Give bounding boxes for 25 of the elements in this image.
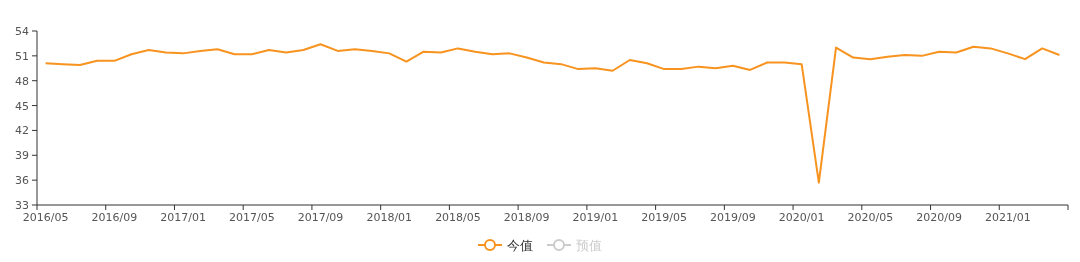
x-tick-label: 2019/01 bbox=[572, 211, 619, 224]
x-tick-label: 2019/09 bbox=[710, 211, 756, 224]
x-tick-label: 2020/01 bbox=[778, 211, 825, 224]
y-tick-label: 51 bbox=[15, 49, 29, 63]
y-tick-label: 42 bbox=[15, 124, 29, 138]
x-tick-label: 2017/01 bbox=[160, 211, 206, 224]
y-tick-label: 48 bbox=[15, 74, 29, 88]
x-tick-label: 2020/09 bbox=[916, 211, 962, 224]
x-tick-label: 2021/01 bbox=[985, 211, 1031, 224]
y-tick-label: 39 bbox=[15, 149, 29, 163]
x-tick-label: 2016/05 bbox=[22, 211, 69, 224]
x-tick-label: 2018/09 bbox=[503, 211, 550, 224]
x-tick-label: 2020/05 bbox=[847, 211, 894, 224]
line-series bbox=[44, 43, 1061, 184]
legend-label: 今值 bbox=[507, 238, 533, 253]
x-tick-label: 2016/09 bbox=[91, 211, 138, 224]
x-tick-label: 2018/01 bbox=[366, 211, 413, 224]
x-tick-label: 2019/05 bbox=[641, 211, 688, 224]
y-tick-label: 33 bbox=[15, 199, 29, 212]
x-tick-label: 2017/09 bbox=[297, 211, 344, 224]
y-tick-label: 36 bbox=[15, 174, 29, 188]
x-tick-label: 2018/05 bbox=[435, 211, 481, 224]
x-tick-label: 2017/05 bbox=[228, 211, 275, 224]
y-tick-label: 45 bbox=[15, 99, 29, 113]
y-tick-label: 54 bbox=[15, 25, 29, 38]
